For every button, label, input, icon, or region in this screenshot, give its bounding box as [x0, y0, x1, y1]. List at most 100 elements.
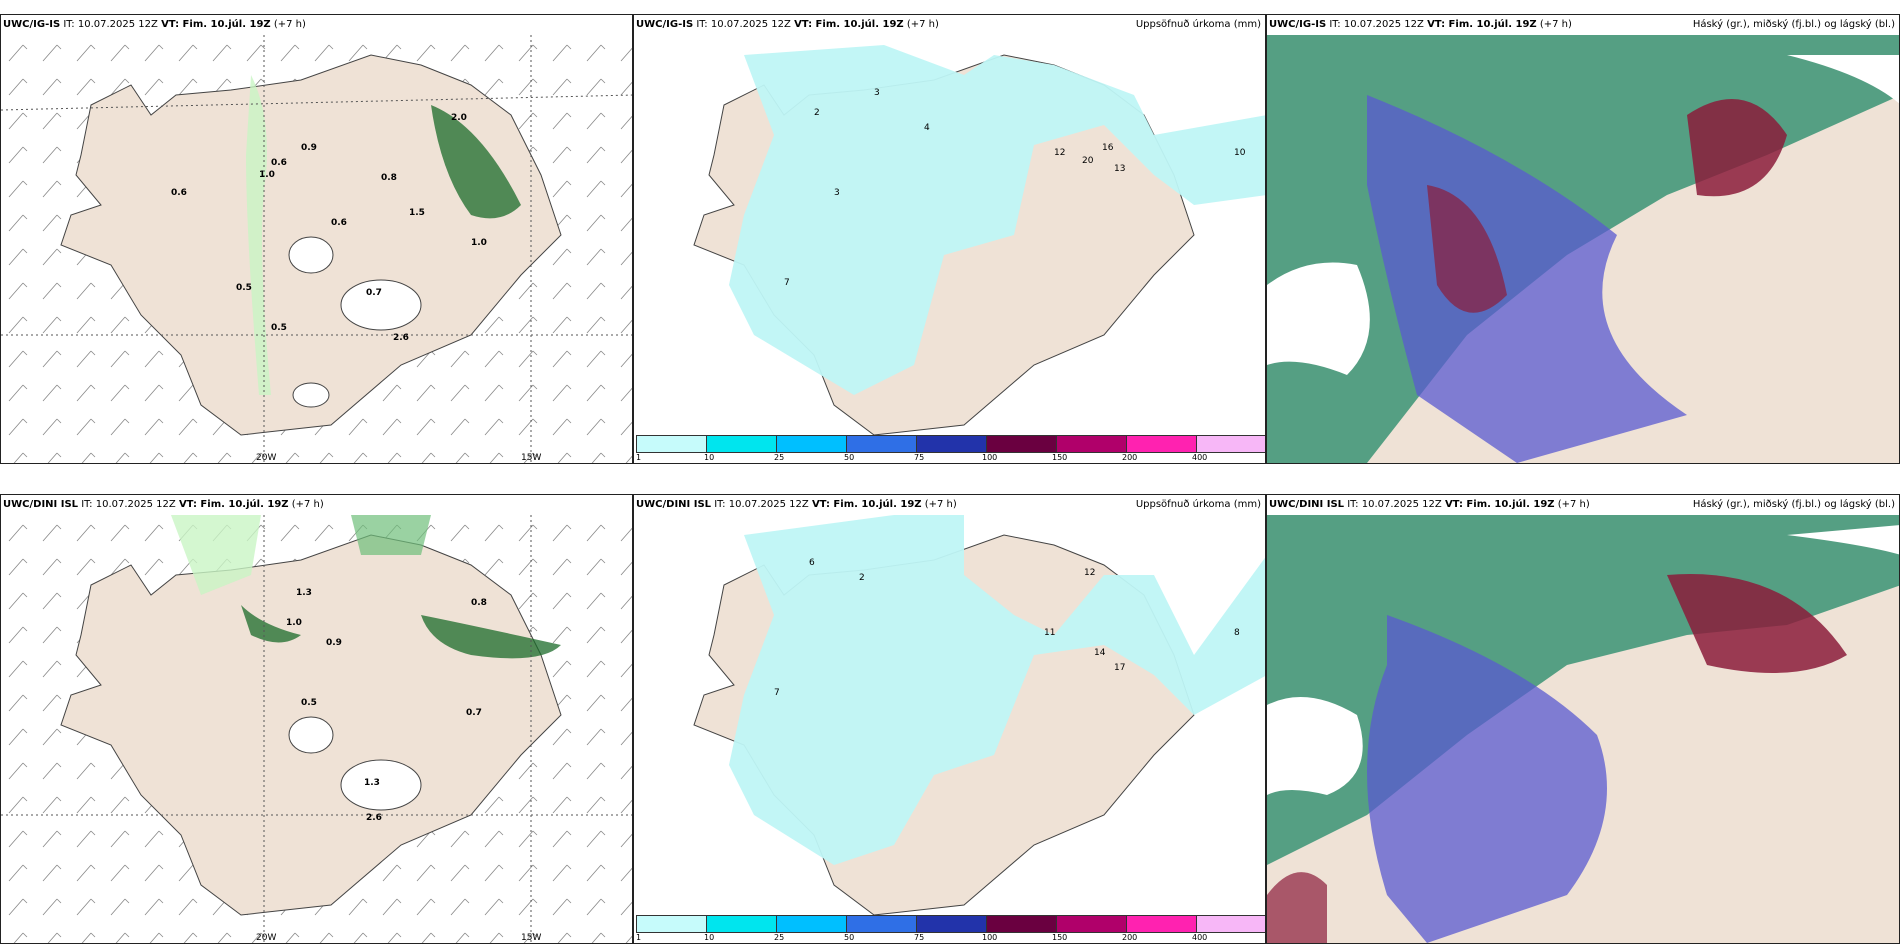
tick-label: 150: [1052, 933, 1068, 942]
cloud-title: Háský (gr.), miðský (fj.bl.) og lágský (…: [1692, 499, 1895, 510]
tick-label: 25: [774, 933, 785, 942]
tick-label: 150: [1052, 453, 1068, 462]
wind-panel-top: UWC/IG-IS IT: 10.07.2025 12Z VT: Fim. 10…: [0, 14, 633, 464]
cloud-map-bottom: [1267, 515, 1899, 943]
panel-header: UWC/IG-IS IT: 10.07.2025 12Z VT: Fim. 10…: [3, 18, 628, 32]
value-label: 11: [1044, 628, 1055, 638]
value-label: 0.6: [331, 218, 347, 228]
tick-label: 75: [914, 453, 925, 462]
precip-map-bottom: 6 2 12 11 14 17 8 7: [693, 515, 1265, 915]
value-label: 0.8: [381, 173, 397, 183]
init-time: IT: 10.07.2025 12Z: [81, 499, 176, 510]
value-label: 0.7: [366, 288, 382, 298]
lead-time: (+7 h): [291, 499, 324, 510]
panel-header: UWC/IG-IS IT: 10.07.2025 12Z VT: Fim. 10…: [1269, 18, 1895, 32]
precip-panel-bottom: UWC/DINI ISL IT: 10.07.2025 12Z VT: Fim.…: [633, 494, 1266, 944]
colorbar-ticks: 1 10 25 50 75 100 150 200 400: [636, 453, 1265, 463]
lead-time: (+7 h): [906, 19, 939, 30]
panel-header: UWC/IG-IS IT: 10.07.2025 12Z VT: Fim. 10…: [636, 18, 1261, 32]
tick-label: 10: [704, 453, 715, 462]
lon-label-15w: 15W: [521, 933, 541, 943]
value-label: 1.0: [471, 238, 487, 248]
init-time: IT: 10.07.2025 12Z: [714, 499, 809, 510]
lead-time: (+7 h): [1539, 19, 1572, 30]
cloud-panel-bottom: UWC/DINI ISL IT: 10.07.2025 12Z VT: Fim.…: [1266, 494, 1900, 944]
init-time: IT: 10.07.2025 12Z: [1329, 19, 1424, 30]
tick-label: 1: [636, 933, 642, 942]
model-label: UWC/IG-IS: [1269, 19, 1327, 30]
tick-label: 200: [1122, 453, 1138, 462]
precip-title: Uppsöfnuð úrkoma (mm): [1135, 499, 1261, 510]
precip-map-top: 2 3 4 3 12 20 16 13 10 7: [693, 45, 1265, 435]
value-label: 0.6: [171, 188, 187, 198]
valid-time: VT: Fim. 10.júl. 19Z: [1427, 19, 1537, 30]
precip-title: Uppsöfnuð úrkoma (mm): [1135, 19, 1261, 30]
cloud-map-top: [1267, 35, 1899, 463]
panel-header: UWC/DINI ISL IT: 10.07.2025 12Z VT: Fim.…: [1269, 498, 1895, 512]
init-time: IT: 10.07.2025 12Z: [1347, 499, 1442, 510]
value-label: 14: [1094, 648, 1106, 658]
value-label: 12: [1054, 148, 1065, 158]
cloud-panel-top: UWC/IG-IS IT: 10.07.2025 12Z VT: Fim. 10…: [1266, 14, 1900, 464]
value-label: 0.9: [301, 143, 317, 153]
value-label: 2: [814, 108, 820, 118]
tick-label: 50: [844, 933, 855, 942]
value-label: 0.8: [471, 598, 487, 608]
value-label: 1.3: [296, 588, 312, 598]
value-label: 1.0: [286, 618, 302, 628]
tick-label: 75: [914, 933, 925, 942]
value-label: 0.7: [466, 708, 482, 718]
value-label: 13: [1114, 164, 1125, 174]
model-label: UWC/DINI ISL: [1269, 499, 1345, 510]
valid-time: VT: Fim. 10.júl. 19Z: [161, 19, 271, 30]
valid-time: VT: Fim. 10.júl. 19Z: [178, 499, 289, 510]
value-label: 7: [784, 278, 790, 288]
value-label: 3: [874, 88, 880, 98]
value-label: 0.5: [301, 698, 317, 708]
panel-header: UWC/DINI ISL IT: 10.07.2025 12Z VT: Fim.…: [636, 498, 1261, 512]
precip-colorbar: [636, 915, 1265, 933]
value-label: 4: [924, 123, 930, 133]
valid-time: VT: Fim. 10.júl. 19Z: [811, 499, 922, 510]
model-label: UWC/DINI ISL: [3, 499, 79, 510]
value-label: 3: [834, 188, 840, 198]
value-label: 17: [1114, 663, 1125, 673]
value-label: 20: [1082, 156, 1094, 166]
value-label: 16: [1102, 143, 1114, 153]
colorbar-ticks: 1 10 25 50 75 100 150 200 400: [636, 933, 1265, 943]
init-time: IT: 10.07.2025 12Z: [696, 19, 791, 30]
lon-label-15w: 15W: [521, 453, 541, 463]
lon-label-20w: 20W: [256, 933, 276, 943]
lead-time: (+7 h): [1557, 499, 1590, 510]
model-label: UWC/IG-IS: [3, 19, 61, 30]
tick-label: 100: [982, 453, 998, 462]
tick-label: 100: [982, 933, 998, 942]
precip-panel-top: UWC/IG-IS IT: 10.07.2025 12Z VT: Fim. 10…: [633, 14, 1266, 464]
model-label: UWC/IG-IS: [636, 19, 694, 30]
valid-time: VT: Fim. 10.júl. 19Z: [794, 19, 904, 30]
cloud-title: Háský (gr.), miðský (fj.bl.) og lágský (…: [1692, 19, 1895, 30]
value-label: 1.3: [364, 778, 380, 788]
lon-label-20w: 20W: [256, 453, 276, 463]
tick-label: 1: [636, 453, 642, 462]
value-label: 0.5: [271, 323, 287, 333]
precip-colorbar: [636, 435, 1265, 453]
wind-map-top: 0.6 0.9 1.0 0.8 0.6 1.5 2.0 1.0 0.5 0.7 …: [1, 35, 632, 463]
value-label: 0.6: [271, 158, 287, 168]
value-label: 2.0: [451, 113, 467, 123]
value-label: 7: [774, 688, 780, 698]
valid-time: VT: Fim. 10.júl. 19Z: [1444, 499, 1555, 510]
tick-label: 10: [704, 933, 715, 942]
tick-label: 400: [1192, 453, 1208, 462]
lead-time: (+7 h): [924, 499, 957, 510]
value-label: 6: [809, 558, 815, 568]
value-label: 10: [1234, 148, 1246, 158]
tick-label: 200: [1122, 933, 1138, 942]
wind-panel-bottom: UWC/DINI ISL IT: 10.07.2025 12Z VT: Fim.…: [0, 494, 633, 944]
value-label: 8: [1234, 628, 1240, 638]
value-label: 0.5: [236, 283, 252, 293]
value-label: 2.6: [366, 813, 382, 823]
lead-time: (+7 h): [273, 19, 306, 30]
value-label: 12: [1084, 568, 1095, 578]
value-label: 2: [859, 573, 865, 583]
